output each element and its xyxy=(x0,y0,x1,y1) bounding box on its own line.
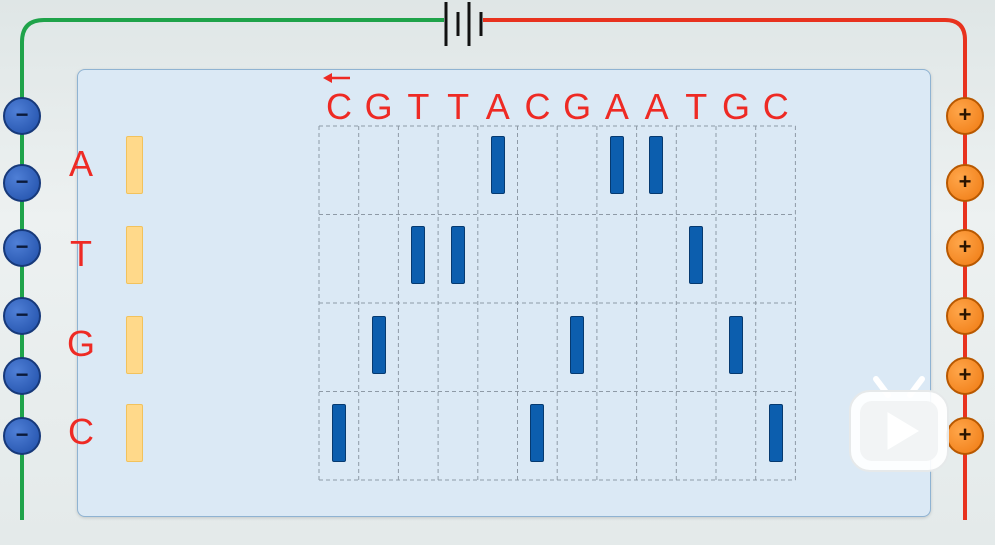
negative-electrode: − xyxy=(3,229,41,267)
dna-band xyxy=(570,316,585,374)
positive-wire xyxy=(483,18,967,520)
sequence-letter: G xyxy=(364,86,393,127)
positive-electrode: + xyxy=(946,229,984,267)
sequence-letter: G xyxy=(721,86,750,127)
sample-well xyxy=(126,316,143,374)
sample-well xyxy=(126,136,143,194)
sequence-letter: T xyxy=(685,86,708,127)
dna-band xyxy=(530,404,545,462)
negative-electrode: − xyxy=(3,357,41,395)
positive-electrode: + xyxy=(946,357,984,395)
sample-well xyxy=(126,404,143,462)
minus-icon: − xyxy=(15,169,29,194)
sequence-letter: G xyxy=(563,86,592,127)
video-player-icon[interactable] xyxy=(846,375,952,475)
lane-label-c: C xyxy=(68,411,94,452)
positive-electrode: + xyxy=(946,297,984,335)
lane-label-t: T xyxy=(70,233,92,274)
sequence-letter: A xyxy=(604,86,629,127)
dna-band xyxy=(331,404,346,462)
negative-electrode: − xyxy=(3,97,41,135)
sequence-letter: C xyxy=(762,86,789,127)
dna-band xyxy=(768,404,783,462)
minus-icon: − xyxy=(15,422,29,447)
sample-well xyxy=(126,226,143,284)
minus-icon: − xyxy=(15,302,29,327)
sequence-letter: C xyxy=(326,86,352,127)
plus-icon: + xyxy=(958,302,972,327)
minus-icon: − xyxy=(15,234,29,259)
dna-band xyxy=(450,226,465,284)
sequence-letter: A xyxy=(485,86,510,127)
dna-band xyxy=(609,136,624,194)
plus-icon: + xyxy=(958,234,972,259)
minus-icon: − xyxy=(15,102,29,127)
dna-band xyxy=(411,226,426,284)
positive-electrode: + xyxy=(946,97,984,135)
dna-band xyxy=(649,136,664,194)
plus-icon: + xyxy=(958,102,972,127)
lane-label-a: A xyxy=(68,143,93,184)
lane-label-g: G xyxy=(66,323,95,364)
negative-electrode: − xyxy=(3,164,41,202)
plus-icon: + xyxy=(958,362,972,387)
left-arrow-icon xyxy=(323,73,350,83)
sequence-letter: C xyxy=(524,86,551,127)
plus-icon: + xyxy=(958,169,972,194)
plus-icon: + xyxy=(958,422,972,447)
sequence-letter: T xyxy=(447,86,470,127)
dna-band xyxy=(689,226,704,284)
dna-band xyxy=(490,136,505,194)
battery-icon xyxy=(444,2,483,46)
minus-icon: − xyxy=(15,362,29,387)
sequence-letter: T xyxy=(407,86,430,127)
negative-electrode: − xyxy=(3,417,41,455)
positive-electrode: + xyxy=(946,164,984,202)
dna-band xyxy=(371,316,386,374)
sequence-letter: A xyxy=(644,86,669,127)
negative-electrode: − xyxy=(3,297,41,335)
dna-band xyxy=(728,316,743,374)
negative-wire xyxy=(20,18,444,520)
